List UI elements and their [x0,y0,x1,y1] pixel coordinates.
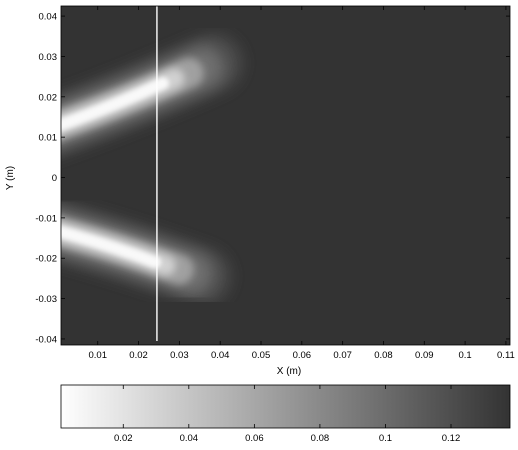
lobe-upper-level-4 [61,77,170,132]
colorbar-tick-label: 0.08 [311,433,330,444]
colorbar-tick-label: 0.04 [180,433,199,444]
x-tick-label: 0.07 [333,350,352,361]
y-axis-ticks: 0.04 0.03 0.02 0.01 0 -0.01 -0.02 -0.03 -0.04 [35,12,510,345]
y-tick-label: 0.03 [39,52,58,63]
x-tick-label: 0.09 [415,350,434,361]
colorbar-tick-label: 0.1 [379,433,392,444]
y-tick-label: -0.03 [35,294,57,305]
x-tick-label: 0.03 [170,350,189,361]
x-axis-ticks: 0.01 0.02 0.03 0.04 0.05 0.06 0.07 0.08 0.09 0.1 0… [88,6,515,361]
y-axis-label: Y (m) [5,166,16,190]
heatmap-lobe-upper [61,34,243,156]
x-axis-label: X (m) [277,366,301,377]
plot-frame [60,5,511,346]
colorbar-tick-label: 0.06 [245,433,264,444]
y-tick-label: -0.01 [35,213,57,224]
colorbar [60,384,511,429]
y-tick-label: 0 [52,173,57,184]
colorbar-ticks: 0.02 0.04 0.06 0.08 0.1 0.12 [114,385,460,444]
lobe-lower-level-4 [61,225,162,269]
y-tick-label: -0.02 [35,254,57,265]
heatmap-lobe-lower [61,202,231,306]
x-tick-label: 0.04 [211,350,230,361]
y-tick-label: 0.04 [39,12,58,23]
x-tick-label: 0.01 [88,350,107,361]
x-tick-label: 0.11 [497,350,515,361]
heatmap-lobes [61,34,243,306]
x-tick-label: 0.06 [293,350,312,361]
x-tick-label: 0.02 [129,350,148,361]
x-tick-label: 0.05 [252,350,271,361]
colorbar-tick-label: 0.12 [442,433,461,444]
y-tick-label: -0.04 [35,334,57,345]
plot-background [61,6,510,345]
y-tick-label: 0.01 [39,133,58,144]
colorbar-tick-label: 0.02 [114,433,133,444]
x-tick-label: 0.1 [458,350,471,361]
x-tick-label: 0.08 [374,350,393,361]
y-tick-label: 0.02 [39,92,58,103]
